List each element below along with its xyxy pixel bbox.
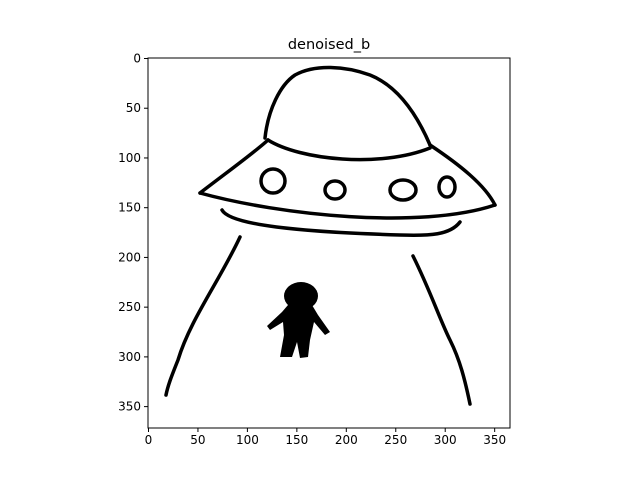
x-tick-label: 50 — [190, 433, 205, 447]
x-tick-label: 250 — [384, 433, 407, 447]
y-tick-label: 50 — [126, 101, 141, 115]
x-tick-label: 350 — [483, 433, 506, 447]
y-tick-label: 300 — [118, 350, 141, 364]
x-tick-label: 0 — [145, 433, 153, 447]
y-tick-label: 350 — [118, 400, 141, 414]
x-tick-label: 300 — [434, 433, 457, 447]
chart-title: denoised_b — [288, 37, 370, 53]
image-area — [148, 58, 510, 428]
x-tick-label: 200 — [335, 433, 358, 447]
x-tick-label: 150 — [285, 433, 308, 447]
y-tick-label: 100 — [118, 151, 141, 165]
y-tick-label: 150 — [118, 201, 141, 215]
y-tick-label: 0 — [133, 51, 141, 65]
image-drawing — [164, 65, 497, 406]
y-tick-label: 200 — [118, 250, 141, 264]
y-tick-label: 250 — [118, 300, 141, 314]
x-tick-label: 100 — [236, 433, 259, 447]
axes-frame — [147, 57, 511, 429]
